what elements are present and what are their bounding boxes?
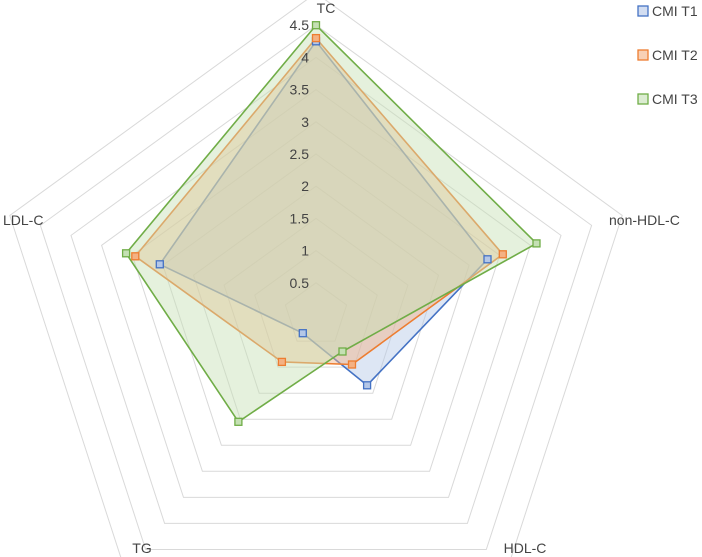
- radial-tick-labels: 0.5 1 1.5 2 2.5 3 3.5 4 4.5: [290, 17, 310, 291]
- series-markers: [121, 21, 541, 426]
- data-point-series-3: [338, 347, 347, 356]
- axis-label: TC: [317, 0, 336, 16]
- legend-label: CMI T2: [652, 47, 698, 63]
- axis-label: LDL-C: [3, 212, 43, 228]
- data-point-series-3: [532, 239, 541, 248]
- tick-label: 2.5: [290, 146, 310, 162]
- legend: CMI T1 CMI T2 CMI T3: [637, 3, 698, 107]
- tick-label: 3: [301, 114, 309, 130]
- grid-ring: [284, 282, 348, 342]
- data-point-series-3: [311, 21, 321, 30]
- grid-ring: [101, 88, 531, 498]
- grid-ring: [9, 0, 623, 557]
- radar-grid: [9, 0, 623, 557]
- grid-ring: [162, 153, 470, 446]
- data-point-series-2: [347, 360, 357, 369]
- series-areas: [125, 24, 538, 423]
- data-point-series-1: [362, 381, 372, 390]
- grid-ring: [70, 56, 562, 524]
- tick-label: 0.5: [290, 275, 310, 291]
- axis-label: HDL-C: [504, 540, 547, 556]
- legend-swatch: [637, 93, 649, 105]
- data-point-series-2: [277, 357, 287, 367]
- tick-label: 1: [301, 243, 309, 259]
- grid-ring: [192, 185, 440, 420]
- data-point-series-2: [311, 33, 321, 43]
- series-area-2: [134, 37, 504, 366]
- tick-label: 4: [301, 49, 309, 65]
- series-area-1: [159, 40, 489, 387]
- data-point-series-1: [298, 329, 307, 338]
- legend-swatch: [637, 49, 649, 61]
- axis-label: TG: [132, 540, 151, 556]
- legend-label: CMI T3: [652, 91, 698, 107]
- axis-label: non-HDL-C: [609, 212, 680, 228]
- data-point-series-2: [498, 250, 507, 259]
- tick-label: 3.5: [290, 82, 310, 98]
- grid-ring: [131, 121, 501, 472]
- data-point-series-2: [131, 252, 140, 261]
- data-point-series-3: [234, 417, 243, 426]
- series-area-3: [125, 24, 538, 423]
- data-point-series-3: [121, 249, 131, 258]
- tick-label: 4.5: [290, 17, 310, 33]
- legend-label: CMI T1: [652, 3, 698, 19]
- axis-labels: TC non-HDL-C HDL-C TG LDL-C: [3, 0, 680, 556]
- tick-label: 1.5: [290, 210, 310, 226]
- grid-ring: [39, 24, 593, 550]
- data-point-series-1: [155, 260, 164, 269]
- legend-swatch: [637, 5, 649, 17]
- grid-ring: [223, 217, 409, 394]
- tick-label: 2: [301, 178, 309, 194]
- data-point-series-1: [483, 255, 492, 264]
- grid-ring: [254, 249, 378, 368]
